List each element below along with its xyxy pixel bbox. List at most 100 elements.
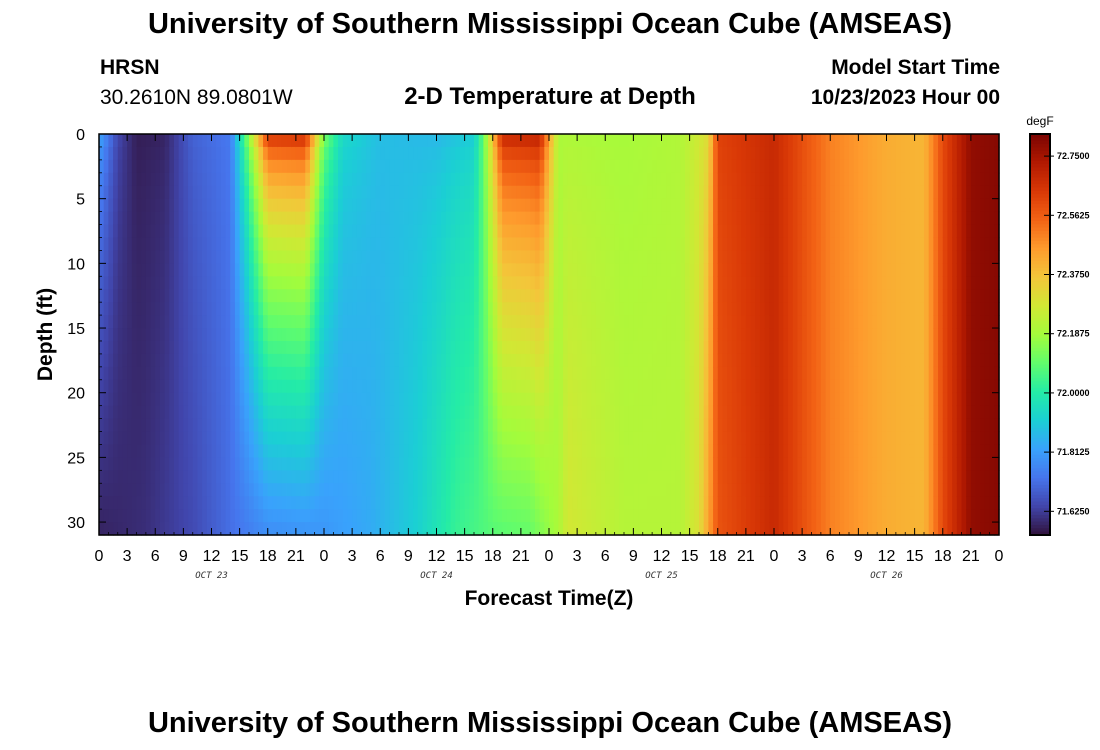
heatmap-cell <box>699 470 705 484</box>
heatmap-cell <box>614 405 620 420</box>
heatmap-cell <box>403 185 409 200</box>
heatmap-cell <box>788 405 794 420</box>
heatmap-cell <box>370 353 377 368</box>
heatmap-cell <box>511 224 517 239</box>
heatmap-cell <box>183 263 189 277</box>
heatmap-cell <box>459 444 466 458</box>
heatmap-cell <box>652 431 658 446</box>
heatmap-cell <box>178 289 184 303</box>
heatmap-cell <box>103 444 109 458</box>
heatmap-cell <box>553 237 559 252</box>
heatmap-cell <box>230 379 236 394</box>
heatmap-cell <box>731 185 738 200</box>
heatmap-cell <box>464 392 470 407</box>
heatmap-cell <box>816 470 822 484</box>
station-id: HRSN <box>100 56 160 79</box>
heatmap-cell <box>750 224 756 239</box>
heatmap-cell <box>797 315 803 329</box>
heatmap-cell <box>567 379 574 394</box>
heatmap-cell <box>389 366 395 381</box>
heatmap-cell <box>530 379 536 394</box>
heatmap-cell <box>563 340 569 355</box>
heatmap-cell <box>839 418 845 433</box>
heatmap-cell <box>633 392 639 407</box>
heatmap-cell <box>174 405 180 420</box>
heatmap-cell <box>834 483 841 497</box>
heatmap-cell <box>169 237 175 252</box>
heatmap-cell <box>736 340 742 355</box>
heatmap-cell <box>539 431 545 446</box>
heatmap-cell <box>450 444 456 458</box>
heatmap-cell <box>445 315 452 329</box>
heatmap-cell <box>230 444 236 458</box>
heatmap-cell <box>656 185 663 200</box>
heatmap-cell <box>394 457 400 471</box>
heatmap-cell <box>816 522 822 536</box>
heatmap-cell <box>708 198 714 213</box>
heatmap-cell <box>281 431 288 446</box>
heatmap-cell <box>441 470 447 484</box>
heatmap-cell <box>778 509 784 523</box>
heatmap-cell <box>558 353 564 368</box>
heatmap-cell <box>647 237 653 252</box>
heatmap-cell <box>127 496 133 510</box>
heatmap-cell <box>741 457 747 471</box>
heatmap-cell <box>684 405 691 420</box>
heatmap-cell <box>206 315 213 329</box>
heatmap-cell <box>717 353 724 368</box>
heatmap-cell <box>539 146 545 161</box>
heatmap-cell <box>263 379 269 394</box>
heatmap-cell <box>159 263 166 277</box>
heatmap-cell <box>314 237 320 252</box>
heatmap-cell <box>797 237 803 252</box>
heatmap-cell <box>844 431 850 446</box>
heatmap-cell <box>436 483 442 497</box>
heatmap-cell <box>516 185 522 200</box>
heatmap-cell <box>581 302 588 316</box>
heatmap-cell <box>750 198 756 213</box>
heatmap-cell <box>736 263 742 277</box>
heatmap-cell <box>483 483 489 497</box>
heatmap-cell <box>174 379 180 394</box>
heatmap-cell <box>427 392 433 407</box>
heatmap-cell <box>103 159 109 174</box>
heatmap-cell <box>586 198 592 213</box>
heatmap-cell <box>127 328 133 342</box>
heatmap-cell <box>478 198 484 213</box>
heatmap-cell <box>99 457 105 471</box>
heatmap-cell <box>263 418 269 433</box>
heatmap-cell <box>239 405 245 420</box>
heatmap-cell <box>183 328 189 342</box>
heatmap-cell <box>661 276 667 290</box>
heatmap-cell <box>272 146 278 161</box>
heatmap-cell <box>300 250 306 264</box>
heatmap-cell <box>469 457 475 471</box>
heatmap-cell <box>342 172 349 187</box>
heatmap-cell <box>624 172 630 187</box>
heatmap-cell <box>497 431 503 446</box>
heatmap-cell <box>534 263 541 277</box>
heatmap-cell <box>722 263 728 277</box>
heatmap-cell <box>427 509 433 523</box>
heatmap-cell <box>328 146 334 161</box>
heatmap-cell <box>249 237 255 252</box>
heatmap-cell <box>834 431 841 446</box>
heatmap-cell <box>239 457 245 471</box>
heatmap-cell <box>225 172 231 187</box>
heatmap-cell <box>684 211 691 226</box>
heatmap-cell <box>422 496 428 510</box>
heatmap-cell <box>291 366 297 381</box>
heatmap-cell <box>581 134 588 148</box>
heatmap-cell <box>197 392 203 407</box>
heatmap-cell <box>778 134 784 148</box>
heatmap-cell <box>839 250 845 264</box>
heatmap-cell <box>174 315 180 329</box>
heatmap-cell <box>788 263 794 277</box>
heatmap-cell <box>267 392 274 407</box>
heatmap-cell <box>286 198 292 213</box>
heatmap-cell <box>544 457 550 471</box>
heatmap-cell <box>127 146 133 161</box>
heatmap-cell <box>422 134 428 148</box>
heatmap-cell <box>117 224 124 239</box>
heatmap-cell <box>394 470 400 484</box>
